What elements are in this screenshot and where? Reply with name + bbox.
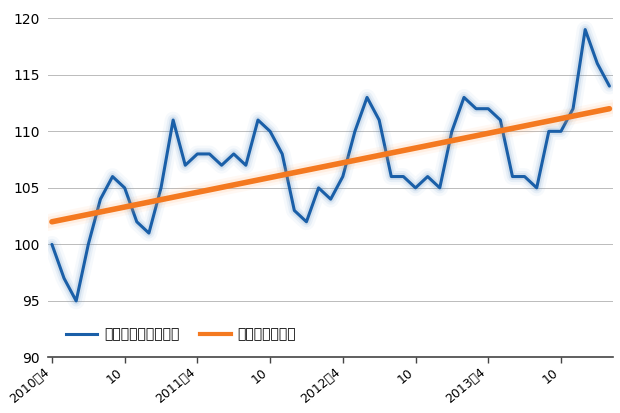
- Legend: 成約運賃指数の推移, トレンドライン: 成約運賃指数の推移, トレンドライン: [61, 322, 302, 347]
